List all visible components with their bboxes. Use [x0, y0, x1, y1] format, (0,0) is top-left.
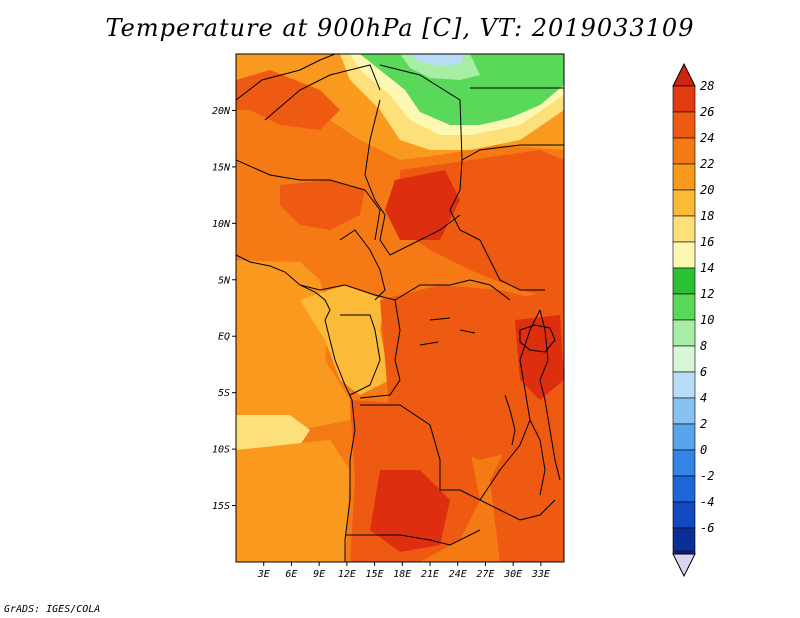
border-libya-chad — [379, 64, 463, 161]
lon-tick-label: 3E — [257, 569, 270, 580]
latitude-axis: 20N 15N 10N 5N EQ 5S 10S 15S — [212, 106, 236, 512]
border-zambia — [479, 499, 556, 521]
field-region-angola-hot — [370, 470, 450, 552]
temperature-field — [236, 54, 564, 562]
colorbar-label: 24 — [700, 131, 714, 145]
colorbar-bin — [672, 163, 696, 191]
colorbar-bin — [672, 189, 696, 217]
colorbar-label: 26 — [700, 105, 714, 119]
colorbar-bin — [672, 449, 696, 477]
colorbar-label: 10 — [700, 313, 714, 327]
colorbar-label: 0 — [700, 443, 707, 457]
lat-tick-label: 15S — [212, 501, 230, 512]
field-region-atlantic-south — [236, 440, 350, 562]
border-gabon-congo — [340, 314, 381, 396]
colorbar-label: -6 — [700, 521, 714, 535]
lon-tick-label: 12E — [338, 569, 356, 580]
field-region-lakes-hot — [515, 315, 564, 400]
border-niger-nigeria — [236, 159, 381, 241]
colorbar-label: 12 — [700, 287, 714, 301]
map-frame — [235, 53, 565, 563]
border-sudan-north — [461, 144, 564, 161]
page-title: Temperature at 900hPa [C], VT: 201903310… — [105, 14, 695, 42]
coastline-west — [236, 254, 356, 562]
colorbar-label: 8 — [700, 339, 707, 353]
colorbar-bin — [672, 111, 696, 139]
border-chad — [364, 99, 461, 256]
lon-tick-label: 15E — [366, 569, 384, 580]
lat-tick-label: 20N — [212, 106, 231, 117]
field-region-chad-hot — [385, 170, 460, 240]
colorbar-label: 4 — [700, 391, 707, 405]
colorbar-bin — [672, 423, 696, 451]
lon-tick-label: 27E — [476, 569, 494, 580]
lat-tick-label: 5S — [218, 388, 230, 399]
colorbar-bin — [672, 397, 696, 425]
lake-victoria — [519, 324, 556, 353]
lat-tick-label: 15N — [212, 162, 231, 173]
colorbar-bin — [672, 267, 696, 295]
colorbar-bin — [672, 85, 696, 113]
colorbar-label: 18 — [700, 209, 714, 223]
lon-tick-label: 24E — [449, 569, 467, 580]
field-region-libya-green — [360, 54, 564, 125]
colorbar-bottom-bin — [673, 550, 695, 554]
colorbar-label: 22 — [700, 157, 714, 171]
colorbar-bin — [672, 241, 696, 269]
border-congo-drc — [359, 299, 401, 399]
colorbar-label: -2 — [700, 469, 714, 483]
border-cameroon — [339, 229, 386, 301]
colorbar-bin — [672, 319, 696, 347]
colorbar-label: 6 — [700, 365, 707, 379]
colorbar-bottom-arrow — [672, 553, 696, 578]
colorbar-label: 28 — [700, 79, 714, 93]
colorbar-bin — [672, 137, 696, 165]
border-angola-drc — [360, 404, 481, 501]
lon-tick-label: 9E — [313, 569, 325, 580]
colorbar-label: 2 — [700, 417, 707, 431]
border-angola-namibia — [345, 529, 481, 546]
lat-tick-label: 5N — [218, 275, 231, 286]
border-niger-north — [264, 64, 381, 121]
lon-tick-label: 33E — [531, 569, 550, 580]
lon-tick-label: 18E — [393, 569, 411, 580]
lake-tanganyika — [504, 394, 516, 446]
colorbar-bin — [672, 501, 696, 529]
lat-tick-label: EQ — [218, 332, 230, 343]
lon-tick-label: 21E — [421, 569, 439, 580]
field-region-libya-blue — [410, 54, 465, 66]
longitude-axis: 3E 6E 9E 12E 15E 18E 21E 24E 27E 30E 33E — [257, 562, 550, 580]
colorbar-bin — [672, 475, 696, 503]
lat-tick-label: 10N — [212, 219, 231, 230]
border-tanzania — [539, 309, 561, 481]
grads-credit: GrADS: IGES/COLA — [4, 604, 101, 615]
lat-tick-label: 10S — [212, 445, 230, 456]
lon-tick-label: 30E — [503, 569, 522, 580]
colorbar-top-arrow — [672, 62, 696, 87]
lake-malawi — [529, 419, 546, 496]
colorbar-bin — [672, 345, 696, 373]
field-region-nigeria-hot — [280, 180, 365, 230]
colorbar-bin — [672, 371, 696, 399]
border-drc-east — [479, 309, 541, 501]
colorbar-bin — [672, 293, 696, 321]
field-region-gabon-congo — [300, 285, 390, 395]
rivers-congo — [419, 317, 476, 346]
border-car-congo — [299, 279, 511, 301]
border-algeria — [236, 54, 336, 101]
colorbar-bin — [672, 215, 696, 243]
colorbar-label: -4 — [700, 495, 714, 509]
lon-tick-label: 6E — [285, 569, 297, 580]
field-region-atlantic-light — [236, 415, 310, 450]
country-borders — [236, 54, 564, 562]
colorbar-label: 20 — [700, 183, 714, 197]
colorbar-label: 16 — [700, 235, 714, 249]
border-sudan-car — [449, 159, 545, 291]
colorbar-label: 14 — [700, 261, 714, 275]
